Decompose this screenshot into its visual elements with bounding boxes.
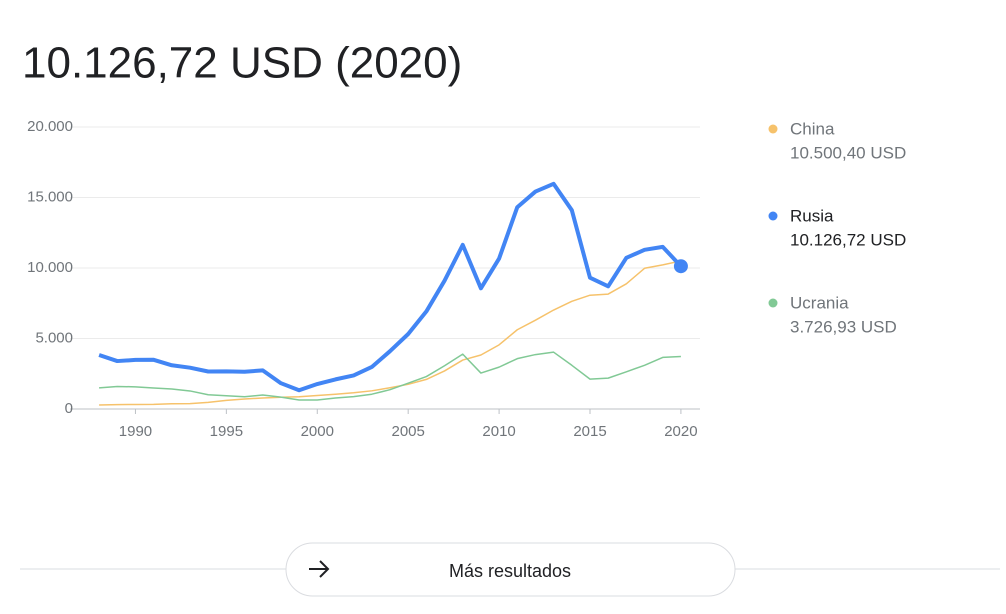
y-tick-label: 20.000	[27, 118, 73, 135]
arrow-icon[interactable]	[309, 560, 330, 578]
button-label[interactable]: Más resultados	[449, 561, 571, 581]
legend-label: Rusia	[790, 206, 834, 225]
legend-marker	[768, 298, 778, 308]
y-tick-label: 5.000	[35, 329, 73, 346]
legend-value: 10.126,72 USD	[790, 230, 906, 249]
x-tick-label: 2000	[301, 423, 334, 440]
more-results-button[interactable]: Más resultados	[285, 542, 736, 597]
x-tick-label: 1990	[119, 423, 152, 440]
highlight-point	[673, 259, 688, 274]
series-line	[99, 351, 681, 401]
series-line	[99, 260, 682, 406]
series-line	[98, 181, 683, 393]
legend-marker	[768, 124, 778, 134]
legend-label: China	[790, 119, 835, 138]
x-tick-label: 2015	[573, 423, 606, 440]
x-tick-label: 2005	[391, 423, 424, 440]
x-tick-label: 2010	[482, 423, 515, 440]
y-tick-label: 10.000	[27, 259, 73, 276]
button-outline[interactable]	[285, 542, 736, 597]
legend-label: Ucrania	[790, 293, 849, 312]
y-tick-label: 0	[65, 400, 73, 417]
legend-value: 10.500,40 USD	[790, 143, 906, 162]
x-tick-label: 2020	[664, 423, 697, 440]
x-tick-label: 1995	[210, 423, 243, 440]
legend-value: 3.726,93 USD	[790, 317, 897, 336]
y-tick-label: 15.000	[27, 188, 73, 205]
chart-title: 10.126,72 USD (2020)	[22, 39, 462, 88]
legend-marker	[768, 211, 778, 221]
